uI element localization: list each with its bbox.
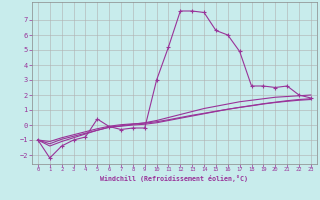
X-axis label: Windchill (Refroidissement éolien,°C): Windchill (Refroidissement éolien,°C) <box>100 175 248 182</box>
